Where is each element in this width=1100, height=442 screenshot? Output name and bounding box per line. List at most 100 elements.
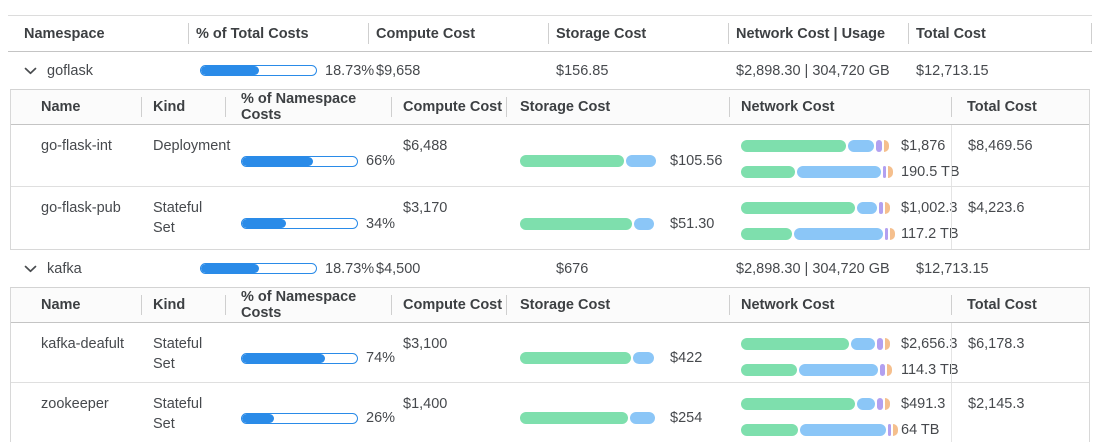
compute-cost-value: $6,488 bbox=[403, 138, 448, 154]
pct-total-costs-cell: 18.73% bbox=[188, 261, 374, 277]
total-cost-value: $4,223.6 bbox=[951, 187, 1089, 249]
pct-bar bbox=[200, 263, 317, 274]
network-usage-bar bbox=[741, 166, 893, 178]
network-cost-cell: $1,002.3 117.2 TB bbox=[729, 198, 959, 249]
compute-cost-value: $3,100 bbox=[403, 336, 448, 352]
total-cost-value: $6,178.3 bbox=[951, 323, 1089, 382]
network-cost-usage-value: $2,898.30 | 304,720 GB bbox=[736, 62, 890, 79]
storage-cost-cell: $422 bbox=[506, 334, 729, 382]
storage-cost-value: $156.85 bbox=[556, 62, 609, 79]
header-total-cost: Total Cost bbox=[951, 288, 1089, 322]
header-name: Name bbox=[41, 297, 81, 313]
pct-bar bbox=[241, 352, 358, 364]
network-cost-value: $2,656.3 bbox=[901, 336, 958, 352]
bar-tip bbox=[885, 398, 890, 410]
namespace-row-kafka[interactable]: kafka 18.73% $4,500 $676 $2,898.30 | 304… bbox=[8, 250, 1092, 287]
storage-bar bbox=[520, 217, 660, 230]
bar-tip bbox=[892, 424, 898, 436]
header-pct-namespace-costs: % of Namespace Costs bbox=[225, 90, 391, 124]
header-storage-cost: Storage Cost bbox=[506, 90, 729, 124]
workload-kind: Stateful Set bbox=[153, 200, 203, 236]
pct-label: 18.73% bbox=[325, 260, 375, 277]
network-cost-bar bbox=[741, 140, 891, 152]
header-name: Name bbox=[41, 99, 81, 115]
network-cost-bar bbox=[741, 398, 891, 410]
storage-cost-value: $676 bbox=[556, 260, 589, 277]
workload-name: kafka-deafult bbox=[41, 336, 125, 352]
network-cost-value: $1,876 bbox=[901, 138, 946, 154]
header-total-cost: Total Cost bbox=[951, 90, 1089, 124]
header-network-cost: Network Cost bbox=[729, 288, 951, 322]
header-storage-cost: Storage Cost bbox=[548, 16, 728, 51]
network-cost-cell: $1,876 190.5 TB bbox=[729, 136, 960, 186]
header-kind: Kind bbox=[141, 288, 225, 322]
network-cost-cell: $491.3 64 TB bbox=[729, 394, 951, 442]
network-cost-cell: $2,656.3 114.3 TB bbox=[729, 334, 959, 382]
storage-cost-value: $254 bbox=[670, 410, 703, 426]
pct-bar bbox=[241, 218, 358, 229]
pct-namespace-costs-cell: 26% bbox=[225, 394, 395, 442]
network-usage-bar bbox=[741, 364, 892, 376]
top-spacer bbox=[8, 0, 1092, 15]
namespace-name: kafka bbox=[47, 260, 82, 277]
pct-label: 18.73% bbox=[325, 62, 375, 79]
header-compute-cost: Compute Cost bbox=[391, 90, 506, 124]
total-cost-value: $8,469.56 bbox=[951, 125, 1089, 186]
header-pct-namespace-costs: % of Namespace Costs bbox=[225, 288, 391, 322]
header-network-cost: Network Cost bbox=[729, 90, 951, 124]
workload-name: zookeeper bbox=[41, 396, 109, 412]
bar-tip bbox=[886, 364, 892, 376]
pct-label: 26% bbox=[366, 410, 396, 426]
header-compute-cost: Compute Cost bbox=[391, 288, 506, 322]
bar-tip bbox=[888, 166, 893, 178]
storage-bar bbox=[520, 155, 660, 167]
workload-kind: Deployment bbox=[153, 138, 231, 154]
pct-label: 66% bbox=[366, 153, 396, 169]
pct-bar bbox=[200, 65, 317, 76]
pct-namespace-costs-cell: 66% bbox=[225, 136, 395, 186]
compute-cost-value: $3,170 bbox=[403, 200, 448, 216]
chevron-down-icon[interactable] bbox=[24, 265, 37, 273]
header-namespace: Namespace bbox=[24, 25, 105, 42]
workload-table-goflask: Name Kind % of Namespace Costs Compute C… bbox=[10, 89, 1090, 250]
total-cost-value: $12,713.15 bbox=[916, 260, 989, 277]
total-cost-value: $12,713.15 bbox=[916, 62, 989, 79]
storage-bar bbox=[520, 352, 660, 364]
pct-bar bbox=[241, 155, 358, 167]
storage-cost-cell: $51.30 bbox=[506, 198, 729, 249]
network-usage-value: 114.3 TB bbox=[901, 362, 959, 378]
pct-namespace-costs-cell: 74% bbox=[225, 334, 395, 382]
workload-row-go-flask-int[interactable]: go-flask-int Deployment 66% $6,488 $105.… bbox=[11, 125, 1089, 187]
cost-table: Namespace % of Total Costs Compute Cost … bbox=[8, 0, 1092, 442]
workload-row-kafka-deafult[interactable]: kafka-deafult Stateful Set 74% $3,100 $4… bbox=[11, 323, 1089, 383]
bar-tip bbox=[889, 228, 895, 240]
header-kind: Kind bbox=[141, 90, 225, 124]
compute-cost-value: $4,500 bbox=[376, 260, 421, 277]
workload-kind: Stateful Set bbox=[153, 336, 203, 372]
workload-row-go-flask-pub[interactable]: go-flask-pub Stateful Set 34% $3,170 $51… bbox=[11, 187, 1089, 249]
workload-name: go-flask-pub bbox=[41, 200, 121, 216]
network-cost-usage-value: $2,898.30 | 304,720 GB bbox=[736, 260, 890, 277]
compute-cost-value: $9,658 bbox=[376, 62, 421, 79]
pct-label: 34% bbox=[366, 215, 396, 232]
storage-cost-cell: $254 bbox=[506, 394, 729, 442]
bar-tip bbox=[885, 202, 890, 214]
bar-tip bbox=[883, 140, 889, 152]
workload-row-zookeeper[interactable]: zookeeper Stateful Set 26% $1,400 $254 bbox=[11, 383, 1089, 442]
storage-cost-value: $105.56 bbox=[670, 153, 723, 169]
workload-name: go-flask-int bbox=[41, 138, 112, 154]
chevron-down-icon[interactable] bbox=[24, 67, 37, 75]
workload-table-header: Name Kind % of Namespace Costs Compute C… bbox=[11, 288, 1089, 323]
network-cost-bar bbox=[741, 338, 891, 350]
network-usage-value: 64 TB bbox=[901, 422, 940, 438]
namespace-name: goflask bbox=[47, 62, 93, 79]
network-usage-bar bbox=[741, 424, 898, 436]
storage-cost-value: $422 bbox=[670, 350, 703, 366]
pct-label: 74% bbox=[366, 350, 396, 366]
storage-cost-value: $51.30 bbox=[670, 215, 715, 232]
header-compute-cost: Compute Cost bbox=[368, 16, 548, 51]
pct-total-costs-cell: 18.73% bbox=[188, 63, 374, 79]
namespace-row-goflask[interactable]: goflask 18.73% $9,658 $156.85 $2,898.30 … bbox=[8, 52, 1092, 89]
workload-table-header: Name Kind % of Namespace Costs Compute C… bbox=[11, 90, 1089, 125]
namespace-table-header: Namespace % of Total Costs Compute Cost … bbox=[8, 15, 1092, 52]
